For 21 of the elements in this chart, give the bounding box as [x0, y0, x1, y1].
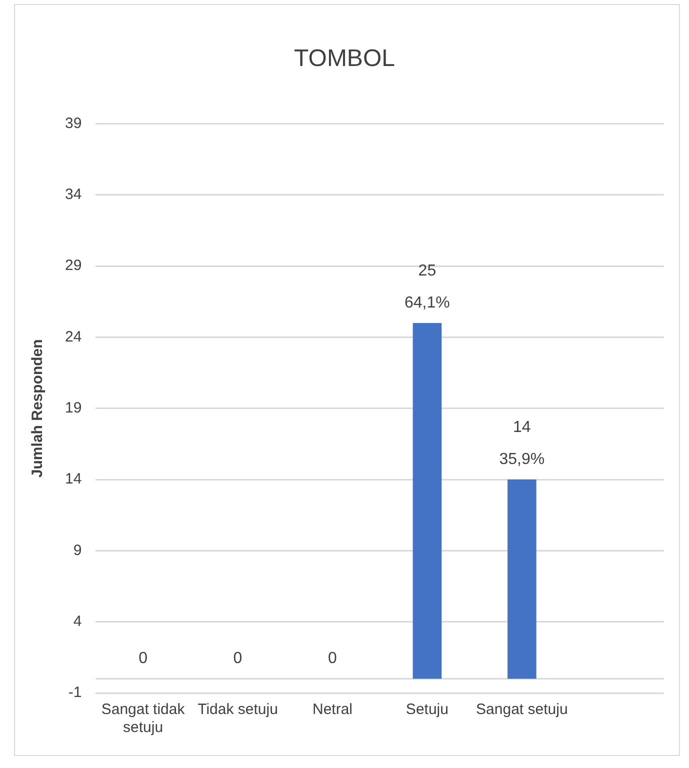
y-axis-title: Jumlah Responden [29, 339, 46, 478]
x-tick-label: Setuju [406, 701, 448, 718]
data-label: 0 [233, 650, 242, 668]
y-tick-label: 9 [73, 542, 82, 559]
y-tick-label: 4 [73, 612, 82, 630]
data-label: 14 35,9% [499, 418, 545, 468]
y-tick-label: 19 [64, 400, 82, 417]
x-tick-label: Tidak setuju [198, 701, 278, 718]
x-tick-label: Sangat tidak setuju [101, 701, 186, 736]
chart-title: TOMBOL [294, 45, 395, 72]
x-tick-label: Sangat setuju [476, 701, 568, 718]
y-tick-label: 39 [64, 114, 82, 132]
y-tick-label: 14 [64, 470, 82, 488]
y-tick-label: -1 [68, 684, 82, 702]
y-tick-label: 24 [64, 328, 82, 346]
x-tick-label: Netral [312, 701, 352, 718]
y-tick-label: 34 [64, 186, 82, 204]
y-tick-label: 29 [64, 257, 82, 274]
data-label: 25 64,1% [404, 262, 450, 312]
data-label: 0 [138, 650, 148, 668]
data-label: 0 [328, 650, 338, 668]
